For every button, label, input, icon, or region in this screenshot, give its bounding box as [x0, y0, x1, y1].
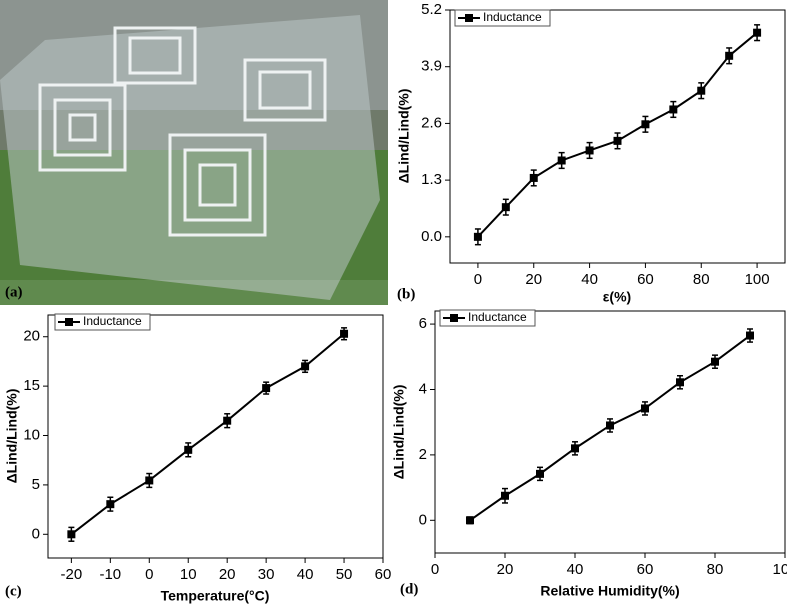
data-point [571, 444, 579, 453]
panel-label: (a) [5, 284, 23, 300]
data-point [501, 203, 510, 212]
data-point [67, 530, 76, 539]
y-axis-label: ΔLind/Lind(%) [396, 89, 412, 184]
legend-text: Inductance [483, 10, 542, 24]
y-tick-label: 20 [23, 328, 40, 345]
data-point [557, 156, 566, 165]
data-point [501, 491, 509, 500]
y-tick-label: 6 [419, 315, 427, 332]
data-point [536, 469, 544, 478]
panel-label: (d) [400, 581, 418, 597]
y-axis-label: ΔLind/Lind(%) [4, 389, 20, 484]
x-tick-label: 20 [497, 561, 514, 578]
x-tick-label: 40 [297, 566, 314, 583]
y-tick-label: 0 [32, 525, 40, 542]
legend-text: Inductance [468, 310, 527, 324]
x-tick-label: 20 [219, 566, 236, 583]
x-tick-label: 100 [772, 561, 787, 578]
data-point [669, 105, 678, 114]
data-point [340, 329, 349, 338]
x-tick-label: 80 [707, 561, 724, 578]
data-point [585, 146, 594, 155]
y-tick-label: 4 [419, 380, 427, 397]
legend-marker [450, 314, 458, 322]
legend-box [454, 9, 551, 27]
data-point [106, 500, 115, 509]
x-axis-label: Temperature(°C) [161, 588, 270, 604]
x-tick-label: 60 [637, 271, 654, 288]
plot-frame [434, 310, 786, 554]
plot-frame [47, 314, 384, 559]
x-tick-label: 30 [258, 566, 275, 583]
x-tick-label: 60 [637, 561, 654, 578]
legend-box [439, 309, 536, 327]
y-tick-label: 15 [23, 377, 40, 394]
data-point [301, 362, 310, 371]
data-point [697, 86, 706, 95]
data-point [223, 416, 232, 425]
data-point [606, 421, 614, 430]
y-tick-label: 5 [32, 476, 40, 493]
y-tick-label: 10 [23, 426, 40, 443]
y-tick-label: 1.3 [421, 171, 442, 188]
x-axis-label: ε(%) [603, 289, 631, 305]
legend-marker [65, 318, 73, 326]
x-tick-label: 0 [474, 271, 482, 288]
data-point [641, 404, 649, 413]
x-tick-label: 40 [567, 561, 584, 578]
y-tick-label: 5.2 [421, 1, 442, 18]
x-tick-label: 0 [431, 561, 439, 578]
legend-text: Inductance [83, 314, 142, 328]
panel-label: (b) [397, 286, 415, 302]
legend-box [54, 313, 151, 331]
x-tick-label: 80 [693, 271, 710, 288]
y-tick-label: 2.6 [421, 114, 442, 131]
y-tick-label: 3.9 [421, 58, 442, 75]
data-point [466, 516, 474, 525]
film [0, 15, 380, 300]
data-point [613, 136, 622, 145]
photo-shade [0, 280, 388, 305]
data-point [529, 173, 538, 182]
x-tick-label: 20 [525, 271, 542, 288]
x-tick-label: 50 [336, 566, 353, 583]
x-axis-label: Relative Humidity(%) [540, 583, 679, 599]
data-point [676, 378, 684, 387]
data-point [262, 384, 271, 393]
plot-frame [449, 9, 786, 264]
x-tick-label: -10 [99, 566, 121, 583]
data-point [145, 476, 154, 485]
y-tick-label: 0.0 [421, 228, 442, 245]
x-tick-label: 0 [145, 566, 153, 583]
legend-marker [465, 14, 473, 22]
y-tick-label: 0 [419, 511, 427, 528]
series-line [70, 333, 345, 536]
data-point [473, 232, 482, 241]
data-point [711, 357, 719, 366]
x-tick-label: -20 [61, 566, 83, 583]
photo [0, 0, 388, 305]
x-tick-label: 60 [375, 566, 392, 583]
data-point [753, 28, 762, 37]
x-tick-label: 10 [180, 566, 197, 583]
data-point [725, 51, 734, 60]
data-point [641, 120, 650, 129]
y-axis-label: ΔLind/Lind(%) [391, 385, 407, 480]
x-tick-label: 40 [581, 271, 598, 288]
data-point [746, 331, 754, 340]
coils [38, 26, 327, 237]
data-point [184, 445, 193, 454]
y-tick-label: 2 [419, 446, 427, 463]
panel-label: (c) [5, 583, 22, 599]
x-tick-label: 100 [745, 271, 770, 288]
